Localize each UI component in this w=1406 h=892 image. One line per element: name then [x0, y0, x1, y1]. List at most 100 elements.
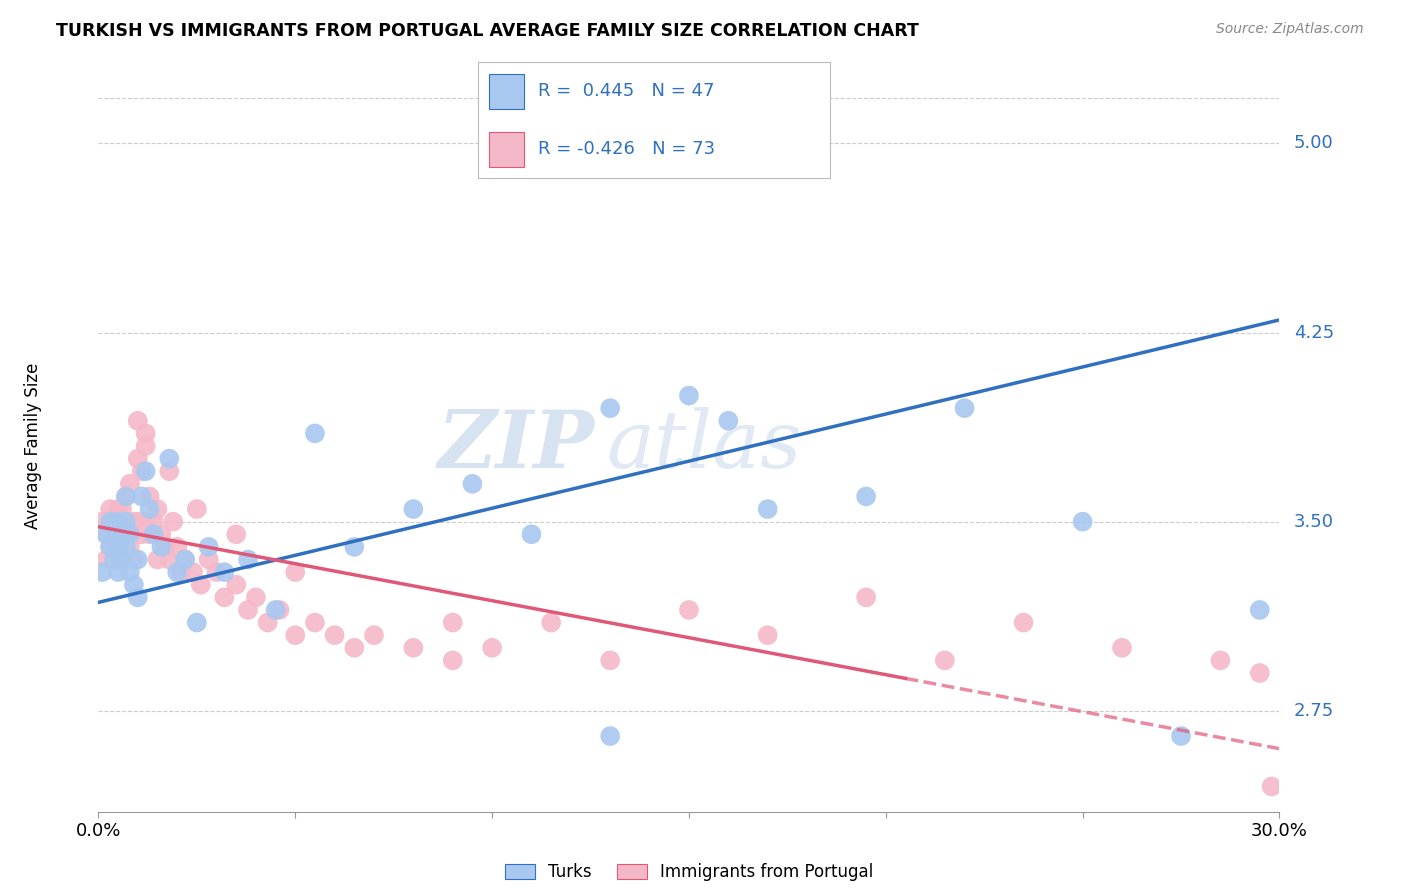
Point [127, 552, 149, 566]
Point [166, 565, 188, 579]
Point [135, 464, 157, 478]
Point [122, 515, 145, 529]
Point [127, 451, 149, 466]
Point [363, 628, 385, 642]
Point [107, 565, 129, 579]
Point [142, 527, 165, 541]
Point [115, 540, 138, 554]
Point [135, 426, 157, 441]
Point [678, 388, 700, 402]
Point [170, 565, 193, 579]
Point [122, 578, 145, 592]
Point [197, 540, 219, 554]
Legend: Turks, Immigrants from Portugal: Turks, Immigrants from Portugal [498, 856, 880, 888]
Point [540, 615, 562, 630]
Point [146, 502, 169, 516]
Point [96, 527, 118, 541]
Point [441, 653, 464, 667]
Point [481, 640, 503, 655]
Point [122, 552, 145, 566]
Point [236, 552, 259, 566]
Point [402, 640, 425, 655]
Point [96, 527, 118, 541]
Point [103, 527, 125, 541]
Point [111, 527, 134, 541]
Point [150, 540, 173, 554]
Point [343, 540, 366, 554]
Point [461, 476, 484, 491]
Point [1170, 729, 1192, 743]
Point [323, 628, 346, 642]
Point [96, 552, 118, 566]
Point [599, 401, 621, 416]
Point [111, 527, 134, 541]
Point [115, 490, 138, 504]
Point [118, 527, 141, 541]
Point [214, 565, 236, 579]
Point [107, 502, 129, 516]
Text: ZIP: ZIP [437, 408, 595, 484]
Point [304, 615, 326, 630]
Point [225, 527, 247, 541]
Point [256, 615, 278, 630]
Point [98, 540, 121, 554]
Text: atlas: atlas [606, 408, 801, 484]
Point [190, 578, 212, 592]
Point [138, 502, 160, 516]
Point [162, 515, 184, 529]
Point [953, 401, 976, 416]
Point [174, 552, 197, 566]
Text: 2.75: 2.75 [1294, 702, 1334, 720]
Text: R = -0.426   N = 73: R = -0.426 N = 73 [538, 140, 714, 159]
Point [127, 591, 149, 605]
Point [115, 515, 138, 529]
Point [855, 591, 877, 605]
Point [142, 515, 165, 529]
Point [343, 640, 366, 655]
Point [214, 591, 236, 605]
Point [155, 540, 177, 554]
Text: 3.50: 3.50 [1294, 513, 1334, 531]
Point [1249, 603, 1271, 617]
Point [131, 464, 153, 478]
Point [127, 414, 149, 428]
Point [103, 552, 125, 566]
Point [1209, 653, 1232, 667]
Text: TURKISH VS IMMIGRANTS FROM PORTUGAL AVERAGE FAMILY SIZE CORRELATION CHART: TURKISH VS IMMIGRANTS FROM PORTUGAL AVER… [56, 22, 920, 40]
Point [107, 515, 129, 529]
Point [118, 476, 141, 491]
Point [756, 502, 779, 516]
Point [269, 603, 291, 617]
Point [98, 502, 121, 516]
Point [115, 527, 138, 541]
Text: Source: ZipAtlas.com: Source: ZipAtlas.com [1216, 22, 1364, 37]
Point [111, 502, 134, 516]
Point [91, 565, 114, 579]
Point [131, 527, 153, 541]
Point [225, 578, 247, 592]
Point [166, 540, 188, 554]
Point [146, 552, 169, 566]
Point [111, 552, 134, 566]
Point [98, 540, 121, 554]
Point [236, 603, 259, 617]
Point [107, 515, 129, 529]
Point [284, 565, 307, 579]
Point [441, 615, 464, 630]
Point [402, 502, 425, 516]
Point [934, 653, 956, 667]
Point [599, 729, 621, 743]
Point [157, 451, 180, 466]
Point [264, 603, 287, 617]
Point [717, 414, 740, 428]
Point [1071, 515, 1094, 529]
Point [855, 490, 877, 504]
Bar [489, 74, 524, 109]
Point [150, 527, 173, 541]
Point [135, 515, 157, 529]
Point [186, 615, 208, 630]
Point [678, 603, 700, 617]
Point [174, 552, 197, 566]
Text: 4.25: 4.25 [1294, 324, 1334, 342]
Point [181, 565, 204, 579]
